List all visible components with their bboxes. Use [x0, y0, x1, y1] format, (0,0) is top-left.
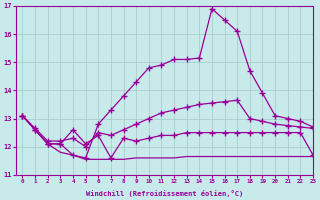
X-axis label: Windchill (Refroidissement éolien,°C): Windchill (Refroidissement éolien,°C) [86, 190, 243, 197]
